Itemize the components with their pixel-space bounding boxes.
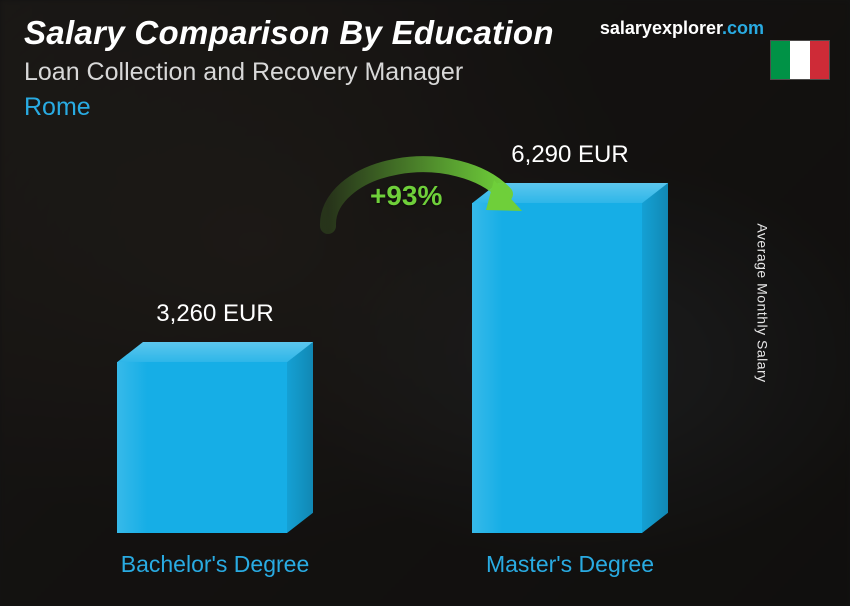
bar-value-label: 3,260 EUR	[105, 300, 325, 328]
brand-name: salaryexplorer	[600, 18, 722, 38]
chart-subtitle: Loan Collection and Recovery Manager	[24, 58, 826, 87]
flag-stripe	[771, 41, 790, 79]
bar-category-label: Bachelor's Degree	[105, 551, 325, 578]
brand-logo: salaryexplorer.com	[600, 18, 764, 39]
bar-value-label: 6,290 EUR	[460, 141, 680, 169]
chart-location: Rome	[24, 93, 826, 122]
bar	[117, 342, 313, 533]
bar-group: 3,260 EUR Bachelor's Degree	[105, 300, 325, 578]
bar-side-face	[642, 183, 668, 533]
content-root: Salary Comparison By Education Loan Coll…	[0, 0, 850, 606]
bar-side-face	[287, 342, 313, 533]
italy-flag-icon	[770, 40, 830, 80]
flag-stripe	[810, 41, 829, 79]
bar-chart: 3,260 EURBachelor's Degree6,290 EURMaste…	[60, 148, 770, 578]
increase-percent-label: +93%	[370, 180, 442, 212]
bar-category-label: Master's Degree	[460, 551, 680, 578]
bar-top-face	[472, 183, 668, 203]
bar-front-face	[472, 203, 642, 533]
bar	[472, 183, 668, 533]
bar-group: 6,290 EUR Master's Degree	[460, 141, 680, 578]
bar-top-face	[117, 342, 313, 362]
brand-suffix: .com	[722, 18, 764, 38]
bar-front-face	[117, 362, 287, 533]
flag-stripe	[790, 41, 809, 79]
